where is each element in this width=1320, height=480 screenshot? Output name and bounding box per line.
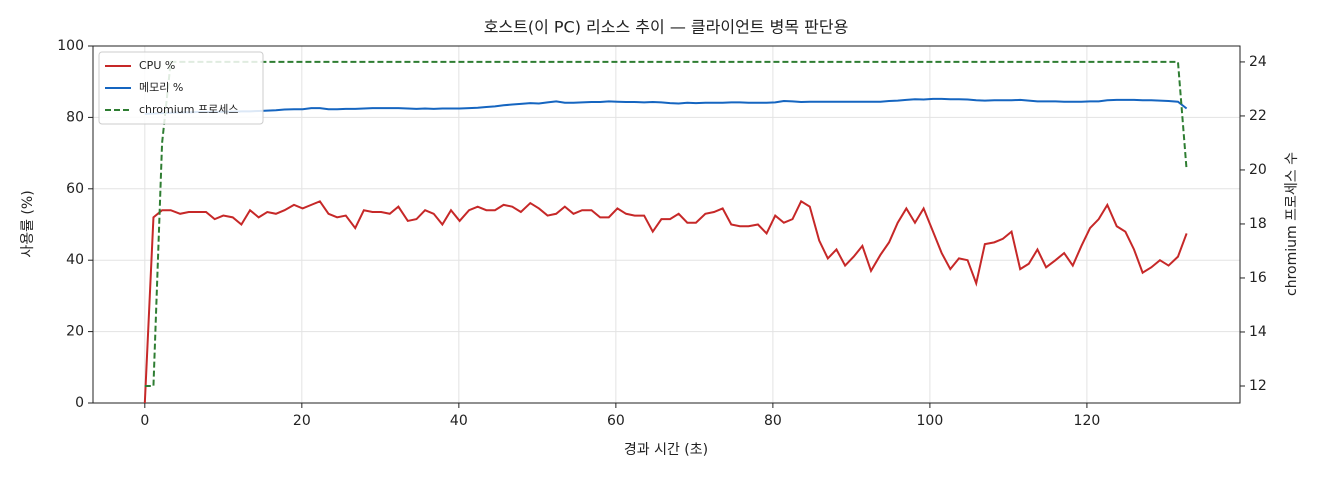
plot-frame <box>92 45 1241 404</box>
data-line <box>144 97 1188 115</box>
y-tick-label: 80 <box>66 109 84 125</box>
x-tick-label: 0 <box>140 413 149 429</box>
y2-tick-label: 16 <box>1249 270 1267 286</box>
y2-axis-label: chromium 프로세스 수 <box>1284 152 1300 296</box>
data-line <box>144 60 1188 387</box>
y-tick-label: 20 <box>66 324 84 340</box>
legend-label: CPU % <box>139 59 175 72</box>
y-tick-label: 40 <box>66 252 84 268</box>
y-axis-label: 사용률 (%) <box>20 190 36 257</box>
y-tick-label: 60 <box>66 181 84 197</box>
y-tick-label: 100 <box>57 38 84 54</box>
y2-tick-label: 18 <box>1249 216 1267 232</box>
y2-tick-label: 20 <box>1249 162 1267 178</box>
legend-label: 메모리 % <box>139 81 183 94</box>
y2-tick-label: 14 <box>1249 324 1267 340</box>
legend-label: chromium 프로세스 <box>139 103 238 116</box>
x-tick-label: 40 <box>450 413 468 429</box>
x-tick-label: 60 <box>607 413 625 429</box>
x-tick-label: 20 <box>293 413 311 429</box>
y2-tick-label: 12 <box>1249 378 1267 394</box>
data-line <box>143 199 1188 404</box>
x-tick-label: 80 <box>764 413 782 429</box>
x-tick-label: 120 <box>1074 413 1101 429</box>
x-axis-label: 경과 시간 (초) <box>624 442 708 458</box>
y2-tick-label: 24 <box>1249 54 1267 70</box>
legend-box <box>98 51 264 125</box>
x-tick-label: 100 <box>917 413 944 429</box>
y-tick-label: 0 <box>75 395 84 411</box>
chart-title: 호스트(이 PC) 리소스 추이 — 클라이언트 병목 판단용 <box>484 18 849 37</box>
y2-tick-label: 22 <box>1249 108 1267 124</box>
